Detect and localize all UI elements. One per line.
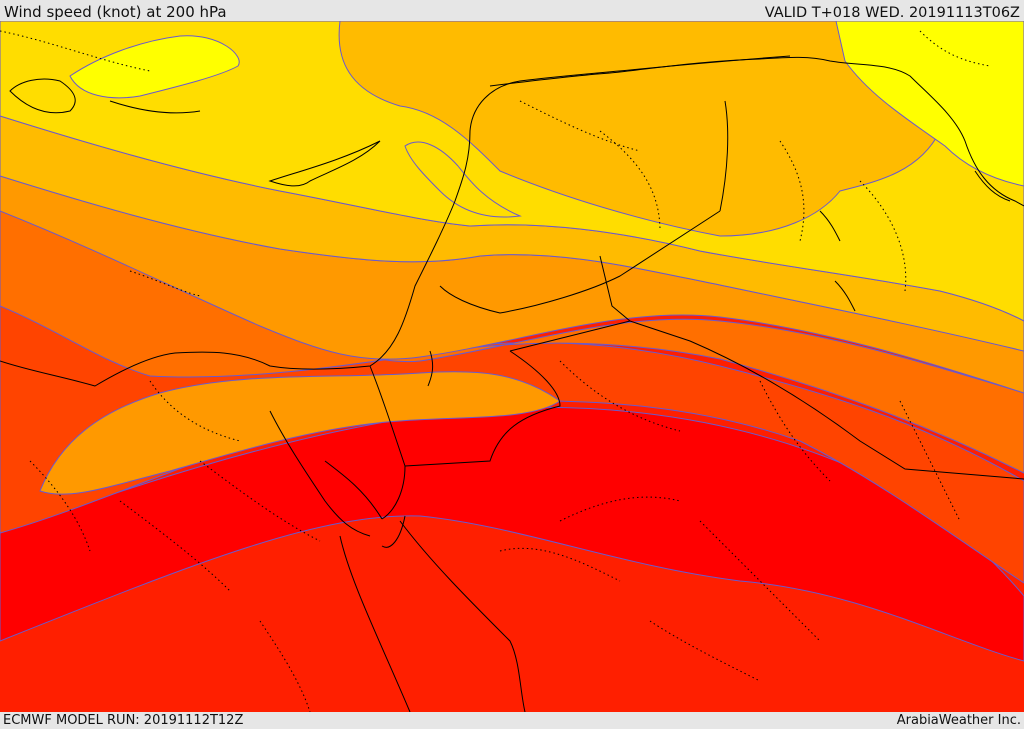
wind-band-11 — [835, 21, 1024, 187]
header-bar — [0, 0, 1024, 21]
footer-bar — [0, 712, 1024, 729]
internal-border-lines — [0, 30, 991, 712]
wind-speed-map — [0, 21, 1024, 712]
border-lines — [269, 56, 1024, 712]
map-title: Wind speed (knot) at 200 hPa — [4, 3, 227, 21]
credit-label: ArabiaWeather Inc. — [896, 713, 1021, 728]
valid-time-label: VALID T+018 WED. 20191113T06Z — [764, 5, 1020, 21]
wind-band-12 — [39, 371, 561, 495]
model-run-label: ECMWF MODEL RUN: 20191112T12Z — [3, 713, 244, 728]
coastline-lines — [0, 55, 1011, 387]
wind-band-10 — [69, 35, 240, 99]
